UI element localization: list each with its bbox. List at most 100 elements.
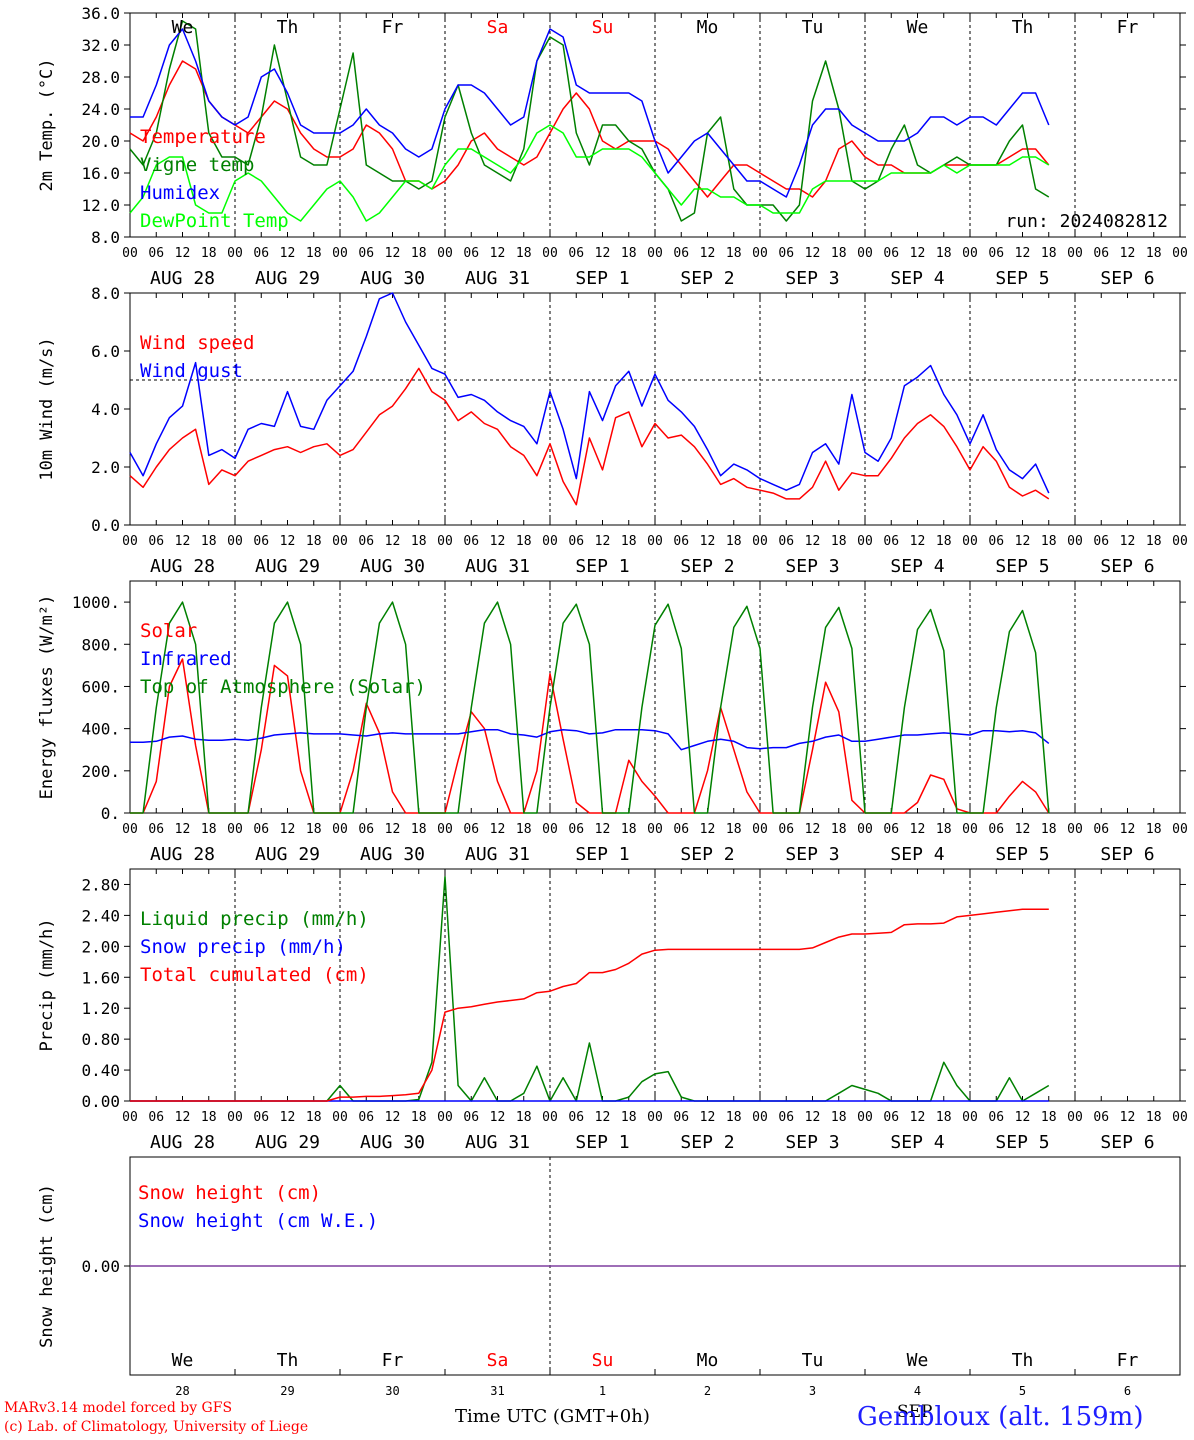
hour-tick-label: 06	[253, 822, 269, 837]
hour-tick-label: 12	[910, 822, 926, 837]
hour-tick-label: 00	[1172, 246, 1188, 261]
hour-tick-label: 06	[673, 246, 689, 261]
hour-tick-label: 06	[778, 246, 794, 261]
hour-tick-label: 06	[778, 534, 794, 549]
hour-tick-label: 18	[621, 1110, 637, 1125]
hour-tick-label: 18	[516, 822, 532, 837]
y-tick-label: 36.0	[81, 4, 120, 23]
hour-tick-label: 18	[306, 1110, 322, 1125]
hour-tick-label: 12	[385, 1110, 401, 1125]
hour-tick-label: 12	[595, 822, 611, 837]
hour-tick-label: 06	[988, 534, 1004, 549]
hour-tick-label: 00	[332, 534, 348, 549]
hour-tick-label: 12	[700, 1110, 716, 1125]
legend-entry: Humidex	[140, 182, 220, 204]
y-tick-label: 28.0	[81, 68, 120, 87]
hour-tick-label: 12	[1120, 246, 1136, 261]
y-tick-label: 0.00	[81, 1257, 120, 1276]
hour-tick-label: 06	[778, 1110, 794, 1125]
hour-tick-label: 06	[988, 822, 1004, 837]
weekday-label: Fr	[1117, 1350, 1139, 1371]
weekday-label: Su	[592, 1350, 614, 1371]
hour-tick-label: 06	[988, 1110, 1004, 1125]
hour-tick-label: 00	[227, 822, 243, 837]
hour-tick-label: 00	[227, 534, 243, 549]
hour-tick-label: 06	[568, 1110, 584, 1125]
hour-tick-label: 00	[437, 822, 453, 837]
hour-tick-label: 12	[175, 822, 191, 837]
legend-entry: Top of Atmosphere (Solar)	[140, 676, 426, 698]
weekday-label: Mo	[697, 1350, 719, 1371]
hour-tick-label: 12	[700, 246, 716, 261]
hour-tick-label: 12	[1120, 534, 1136, 549]
overlap-label: SEP	[897, 1402, 933, 1422]
hour-tick-label: 00	[857, 1110, 873, 1125]
hour-tick-label: 00	[437, 1110, 453, 1125]
hour-tick-label: 06	[253, 246, 269, 261]
y-tick-label: 2.00	[81, 937, 120, 956]
hour-tick-label: 18	[1041, 822, 1057, 837]
hour-tick-label: 18	[621, 534, 637, 549]
hour-tick-label: 18	[936, 534, 952, 549]
series-line-2	[130, 28, 1050, 198]
hour-tick-label: 18	[306, 534, 322, 549]
y-axis-title: 10m Wind (m/s)	[37, 337, 57, 480]
hour-tick-label: 00	[122, 822, 138, 837]
date-label: AUG 29	[255, 268, 320, 289]
date-label: AUG 28	[150, 556, 215, 577]
hour-tick-label: 00	[227, 1110, 243, 1125]
y-tick-label: 0.0	[91, 516, 120, 535]
date-label: SEP 2	[680, 844, 734, 865]
date-label: AUG 30	[360, 556, 425, 577]
hour-tick-label: 12	[280, 1110, 296, 1125]
hour-tick-label: 12	[700, 534, 716, 549]
hour-tick-label: 12	[385, 822, 401, 837]
hour-tick-label: 18	[306, 822, 322, 837]
legend-entry: Temperature	[140, 126, 266, 148]
day-number-label: 28	[175, 1384, 189, 1398]
date-label: SEP 4	[890, 268, 944, 289]
hour-tick-label: 00	[647, 534, 663, 549]
hour-tick-label: 12	[1015, 534, 1031, 549]
y-tick-label: 0.80	[81, 1030, 120, 1049]
series-line-0	[129, 60, 1050, 198]
hour-tick-label: 12	[175, 1110, 191, 1125]
y-tick-label: 16.0	[81, 164, 120, 183]
y-tick-label: 400.	[81, 720, 120, 739]
date-label: SEP 2	[680, 268, 734, 289]
y-axis-title: 2m Temp. (°C)	[37, 58, 57, 191]
date-label: AUG 28	[150, 268, 215, 289]
y-tick-label: 0.	[101, 804, 120, 823]
hour-tick-label: 18	[1041, 534, 1057, 549]
weekday-label: We	[907, 1350, 929, 1371]
hour-tick-label: 18	[201, 534, 217, 549]
station-name: Gembloux (alt. 159m)	[857, 1402, 1144, 1432]
weekday-label: We	[172, 1350, 194, 1371]
date-label: SEP 6	[1100, 556, 1154, 577]
hour-tick-label: 00	[962, 822, 978, 837]
y-tick-label: 32.0	[81, 36, 120, 55]
hour-tick-label: 06	[148, 822, 164, 837]
day-number-label: 2	[704, 1384, 711, 1398]
day-number-label: 30	[385, 1384, 399, 1398]
hour-tick-label: 12	[595, 534, 611, 549]
weekday-label: Tu	[802, 17, 824, 38]
weekday-label: Th	[1012, 17, 1034, 38]
date-label: SEP 5	[995, 1132, 1049, 1153]
date-label: AUG 30	[360, 1132, 425, 1153]
y-tick-label: 6.0	[91, 342, 120, 361]
hour-tick-label: 00	[437, 534, 453, 549]
hour-tick-label: 00	[752, 822, 768, 837]
hour-tick-label: 00	[647, 822, 663, 837]
hour-tick-label: 06	[673, 1110, 689, 1125]
hour-tick-label: 18	[831, 534, 847, 549]
series-line-0	[129, 367, 1050, 506]
hour-tick-label: 06	[1093, 822, 1109, 837]
day-number-label: 3	[809, 1384, 816, 1398]
date-label: SEP 1	[575, 556, 629, 577]
hour-tick-label: 18	[726, 246, 742, 261]
y-axis-title: Precip (mm/h)	[37, 918, 57, 1051]
date-label: SEP 1	[575, 844, 629, 865]
hour-tick-label: 00	[1172, 1110, 1188, 1125]
